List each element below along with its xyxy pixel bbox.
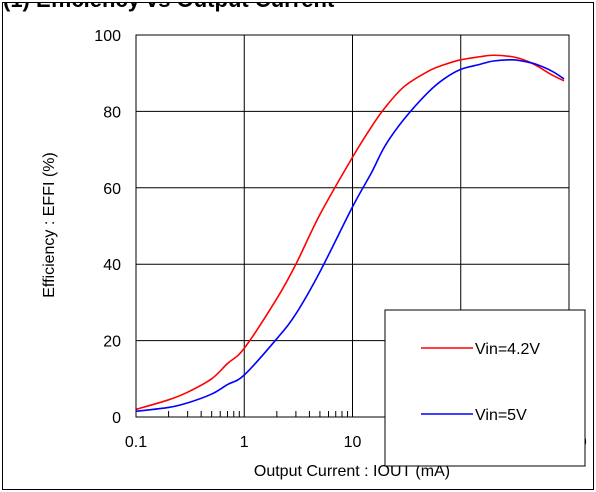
series-line-vin-4-2v: [135, 54, 565, 411]
legend-label-vin-5v: Vin=5V: [475, 407, 527, 424]
plot-border: [135, 34, 570, 418]
y-axis-label: Efficiency : EFFI (%): [41, 152, 58, 298]
y-tick-label-0: 0: [112, 410, 121, 427]
y-tick-label-3: 60: [103, 181, 121, 198]
x-tick-label-1: 1: [240, 434, 249, 451]
x-axis-label: Output Current : IOUT (mA): [254, 463, 450, 480]
y-tick-label-1: 20: [103, 334, 121, 351]
y-tick-label-2: 40: [103, 257, 121, 274]
x-tick-label-0: 0.1: [125, 434, 147, 451]
y-tick-label-4: 80: [103, 104, 121, 121]
y-tick-labels: 0 20 40 60 80 100: [94, 28, 121, 427]
series-group: [135, 54, 565, 413]
legend: Vin=4.2V Vin=5V: [384, 309, 586, 467]
y-tick-label-5: 100: [94, 28, 121, 45]
x-tick-label-2: 10: [344, 434, 362, 451]
series-line-vin-5v: [135, 59, 565, 413]
legend-label-vin-4-2v: Vin=4.2V: [475, 341, 540, 358]
legend-box: [384, 309, 586, 467]
chart-title: (1) Efficiency vs Output Current: [3, 3, 334, 13]
